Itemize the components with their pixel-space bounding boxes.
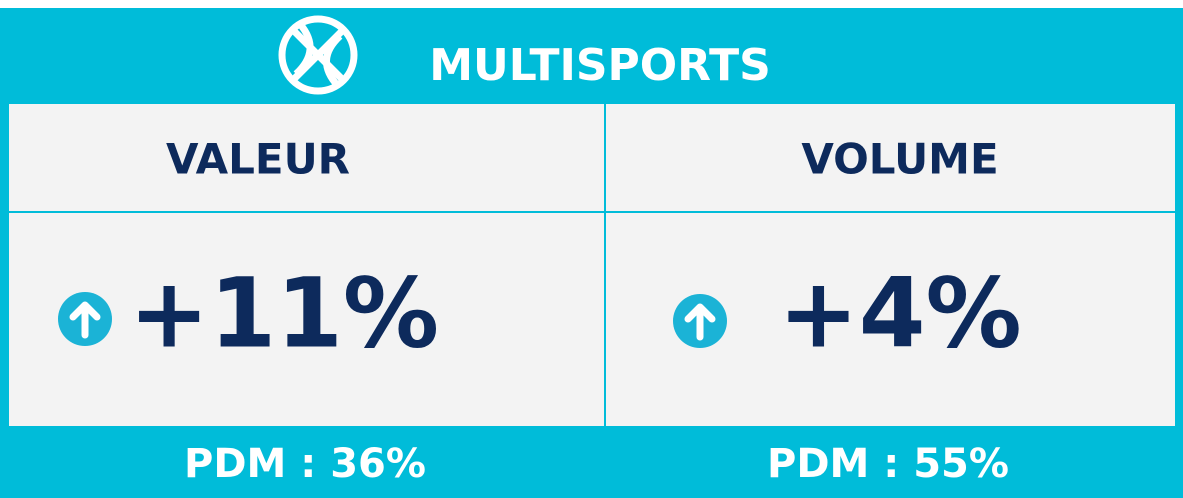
pdm-label: PDM : 55%: [767, 441, 1009, 487]
pdm-label: PDM : 36%: [184, 441, 426, 487]
change-value: +4%: [778, 257, 1021, 369]
column-label: VOLUME: [801, 135, 998, 184]
up-arrow-icon: [673, 294, 727, 348]
up-arrow-icon: [58, 292, 112, 346]
body-panel: [0, 104, 1183, 426]
basketball-icon: [278, 15, 358, 95]
column-label: VALEUR: [166, 135, 350, 184]
right-border: [1175, 104, 1183, 426]
change-value: +11%: [129, 257, 439, 369]
footer-band: [0, 426, 1183, 498]
left-border: [0, 104, 9, 426]
header-band: [0, 8, 1183, 104]
header-title: MULTISPORTS: [429, 40, 771, 91]
